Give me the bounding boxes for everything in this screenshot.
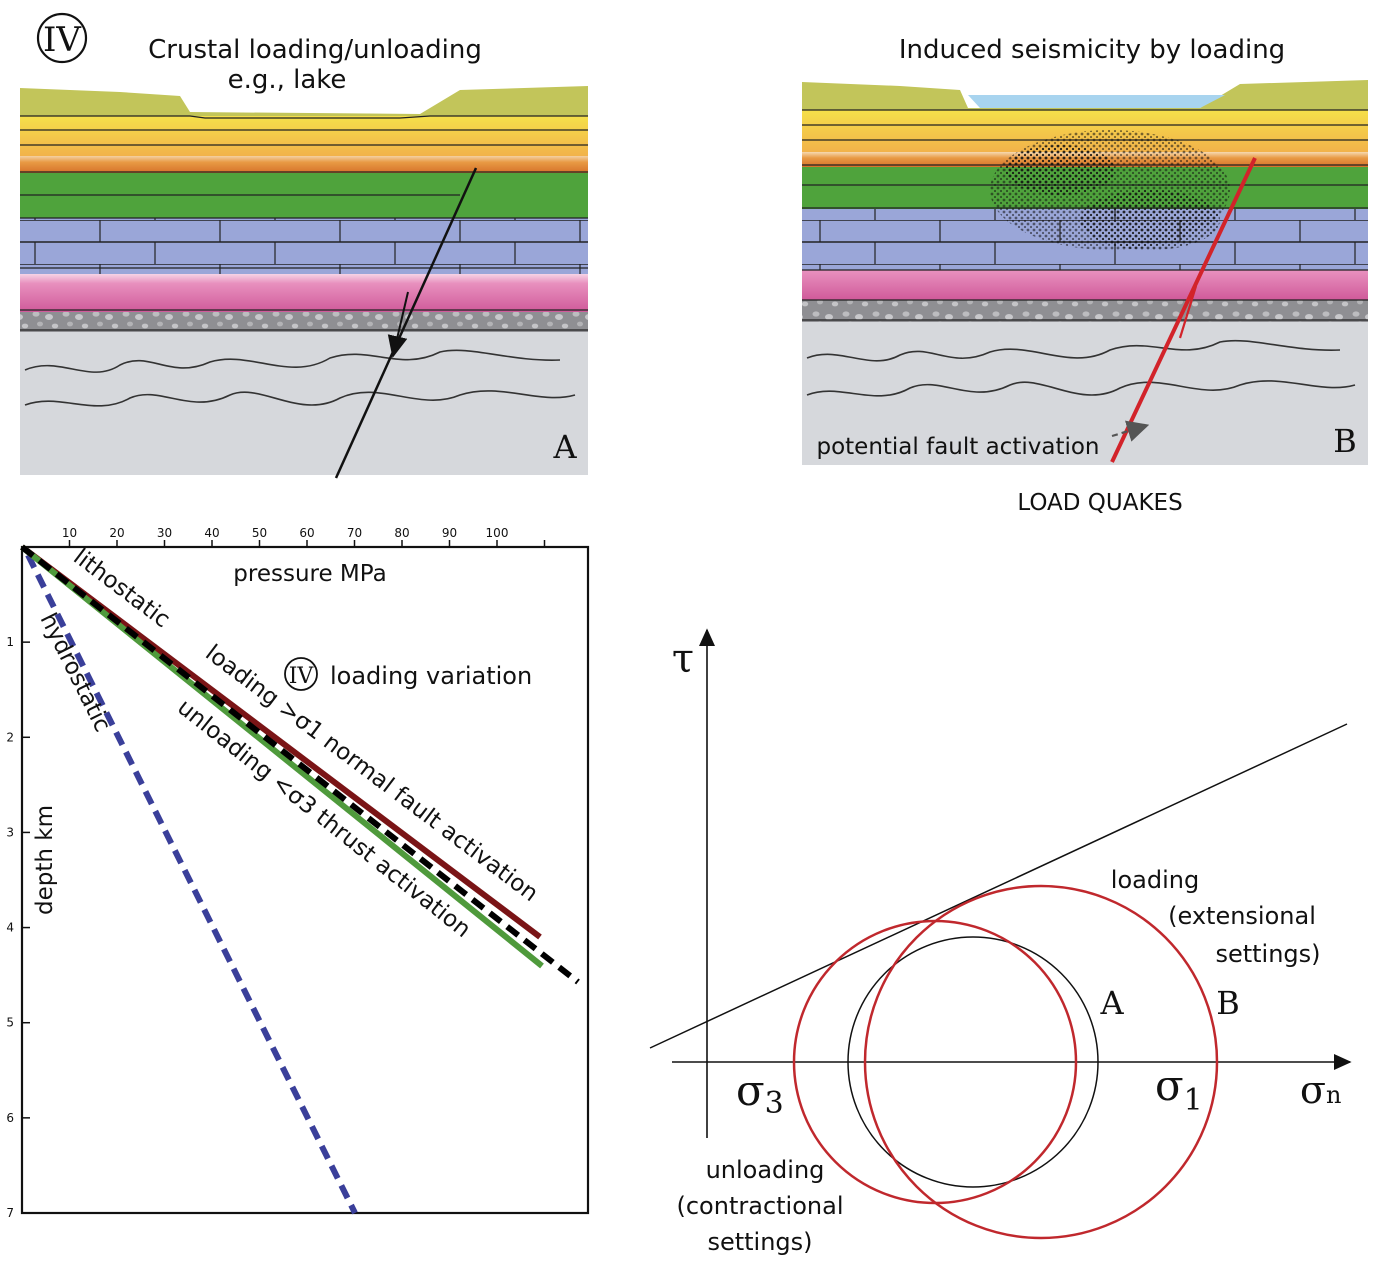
unloading-label-line2: (contractional [677, 1192, 844, 1220]
sigma-n-label: σn [1300, 1068, 1341, 1112]
panel-a-title-line2: e.g., lake [228, 65, 347, 95]
loading-label-line3: settings) [1215, 940, 1320, 968]
cross-section-a [20, 86, 588, 479]
unloading-label-line1: unloading [706, 1156, 825, 1184]
y-tick-label: 7 [6, 1206, 14, 1220]
panel-a-title-line1: Crustal loading/unloading [148, 35, 482, 65]
roman-numeral-chart: IV [289, 664, 315, 689]
x-tick-label: 80 [394, 526, 409, 540]
panel-b-letter: B [1333, 422, 1357, 460]
depth-y-ticks: 1 2 3 4 5 6 7 [6, 635, 30, 1220]
numeral-badge-chart: IV [284, 657, 318, 691]
lithostatic-line [20, 544, 542, 940]
tau-label: τ [672, 636, 694, 682]
x-tick-label: 10 [62, 526, 77, 540]
loading-variation-label: loading variation [330, 662, 532, 690]
mohr-label-b: B [1216, 984, 1240, 1022]
fault-activation-label: potential fault activation [816, 434, 1099, 460]
pressure-axis-label: pressure MPa [233, 561, 386, 587]
loading-label-line1: loading [1111, 866, 1199, 894]
y-tick-label: 5 [6, 1016, 14, 1030]
sigma1-label: σ1 [1155, 1061, 1203, 1118]
mohr-label-a: A [1099, 984, 1124, 1022]
x-tick-label: 90 [442, 526, 457, 540]
sigma3-label: σ3 [736, 1066, 784, 1121]
numeral-badge-a: IV [36, 12, 88, 64]
x-tick-label: 70 [347, 526, 362, 540]
x-tick-label: 60 [299, 526, 314, 540]
pressure-depth-chart: 10 20 30 40 50 60 70 80 90 100 1 2 3 4 5 6 7 [6, 526, 590, 1220]
panel-b-title: Induced seismicity by loading [899, 35, 1285, 65]
hydrostatic-line [25, 553, 358, 1215]
mohr-diagram [649, 628, 1352, 1240]
y-tick-label: 4 [6, 921, 14, 935]
y-tick-label: 2 [6, 730, 14, 744]
x-tick-label: 40 [204, 526, 219, 540]
failure-envelope [649, 723, 1348, 1049]
hydrostatic-label: hydrostatic [35, 609, 116, 736]
loading-label-line2: (extensional [1168, 902, 1316, 930]
cross-section-b [802, 80, 1368, 465]
panel-a-letter: A [552, 428, 577, 466]
y-tick-label: 3 [6, 825, 14, 839]
x-tick-label: 30 [157, 526, 172, 540]
load-quakes-caption: LOAD QUAKES [1017, 490, 1182, 516]
x-tick-label: 50 [252, 526, 267, 540]
roman-numeral-a: IV [43, 20, 82, 60]
mohr-circle-a [847, 936, 1099, 1188]
depth-axis-label: depth km [32, 805, 58, 915]
x-tick-label: 100 [486, 526, 509, 540]
unloading-label-line3: settings) [707, 1228, 812, 1256]
reference-dashed-line [20, 544, 580, 985]
x-tick-label: 20 [109, 526, 124, 540]
y-tick-label: 1 [6, 635, 14, 649]
pressure-x-ticks: 10 20 30 40 50 60 70 80 90 100 [62, 526, 546, 547]
y-tick-label: 6 [6, 1111, 14, 1125]
mohr-circle-loading [863, 884, 1219, 1240]
